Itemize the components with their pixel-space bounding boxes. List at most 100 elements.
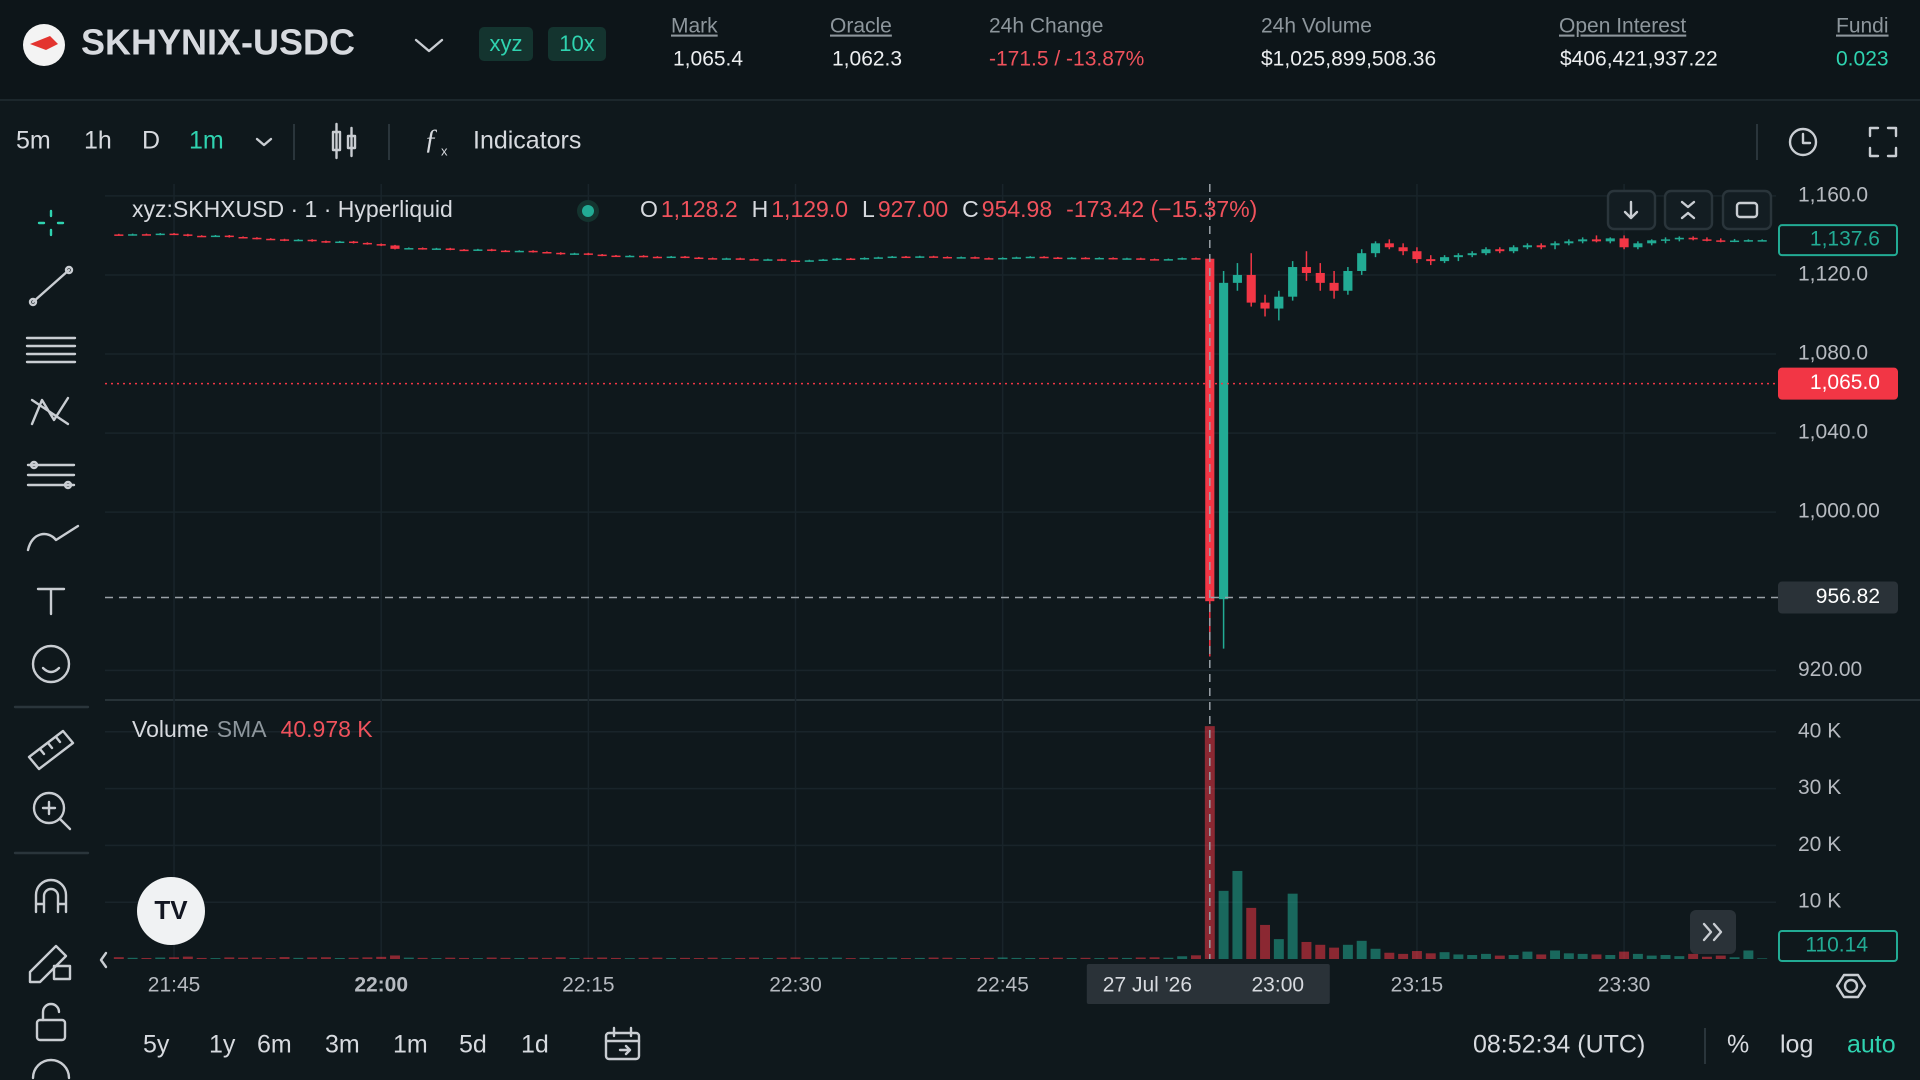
volume-bar <box>113 957 124 959</box>
candle-body <box>1467 253 1477 256</box>
alert-button[interactable] <box>1788 127 1818 157</box>
interval[interactable]: D <box>142 127 160 155</box>
candle-body <box>418 248 428 250</box>
lock-tool[interactable] <box>35 1002 67 1042</box>
y-tick-label: 1,120.0 <box>1798 262 1868 285</box>
volume-bar <box>970 957 980 959</box>
volume-bar <box>1467 955 1478 959</box>
ohlc-key: C <box>962 196 979 222</box>
candle-body <box>1288 267 1298 297</box>
settings[interactable] <box>1835 973 1867 999</box>
text-tool[interactable] <box>36 587 66 616</box>
stat-label: Oracle <box>830 15 892 38</box>
log-toggle[interactable]: log <box>1780 1031 1813 1059</box>
range-button[interactable]: 5d <box>459 1031 487 1059</box>
magnet-tool[interactable] <box>34 878 68 914</box>
fib-tool[interactable] <box>26 460 76 490</box>
candle-body <box>1743 240 1753 242</box>
header-bar <box>0 0 1920 100</box>
candle-body <box>804 260 814 262</box>
ruler-tool[interactable] <box>27 729 75 771</box>
volume-bar <box>1619 951 1630 959</box>
volume-bar <box>597 957 608 959</box>
interval[interactable]: 5m <box>16 127 51 155</box>
volume-bar <box>983 957 994 959</box>
date-range-button[interactable] <box>604 1026 641 1061</box>
percent-toggle[interactable]: % <box>1727 1031 1749 1059</box>
candle-body <box>1426 259 1436 262</box>
brush-tool[interactable] <box>26 524 80 552</box>
volume-bar <box>749 957 760 959</box>
candle-body <box>1647 240 1657 244</box>
button[interactable] <box>1721 189 1773 231</box>
fullscreen-button[interactable] <box>1868 126 1898 158</box>
crosshair-tool[interactable] <box>37 209 65 237</box>
volume-bar <box>1425 953 1436 959</box>
scroll-left[interactable] <box>99 951 108 969</box>
volume-bar <box>845 958 856 959</box>
range-button[interactable]: 1d <box>521 1031 549 1059</box>
volume-bar <box>1688 953 1699 959</box>
y-tick-label: 1,160.0 <box>1798 183 1868 206</box>
range-button[interactable]: 1y <box>209 1031 236 1059</box>
interval-menu[interactable] <box>255 137 273 147</box>
volume-bar <box>1135 957 1146 959</box>
lines-tool[interactable] <box>25 336 77 364</box>
volume-bar <box>1260 924 1271 959</box>
candle-body <box>625 255 635 258</box>
volume-bar <box>1660 955 1671 959</box>
volume-bar <box>1481 953 1491 959</box>
candle-body <box>1674 237 1684 240</box>
interval-active[interactable]: 1m <box>189 127 224 155</box>
volume-bar <box>1094 958 1105 959</box>
volume-bar <box>1646 955 1657 959</box>
range-button[interactable]: 1m <box>393 1031 428 1059</box>
volume-bar <box>127 957 138 959</box>
candle-body <box>1329 282 1339 291</box>
emoji-tool[interactable] <box>31 644 71 684</box>
stat-label: 24h Volume <box>1261 15 1372 38</box>
candle-body <box>1260 302 1270 309</box>
candle-body <box>459 249 469 252</box>
range-button[interactable]: 6m <box>257 1031 292 1059</box>
y-tick-label: 1,040.0 <box>1798 421 1868 444</box>
auto-toggle[interactable]: auto <box>1847 1031 1896 1059</box>
candle-body <box>1232 274 1242 283</box>
price-label-bg <box>1778 224 1898 257</box>
candle-body <box>1315 272 1325 283</box>
zoom-tool[interactable] <box>32 791 72 831</box>
candle-body <box>155 233 165 236</box>
volume-bar <box>362 957 373 959</box>
pattern-tool[interactable] <box>30 396 70 426</box>
lock-drawings-tool[interactable] <box>28 944 72 984</box>
candle-body <box>376 244 386 246</box>
candle-body <box>1453 255 1463 258</box>
volume-bar <box>403 957 414 959</box>
candle-body <box>238 236 248 239</box>
candle-body <box>500 250 511 253</box>
indicators[interactable]: Indicators <box>473 127 581 155</box>
chart-type[interactable] <box>331 122 357 160</box>
volume-bar <box>1329 947 1340 959</box>
button[interactable] <box>1663 189 1714 231</box>
volume-bar <box>1536 954 1547 959</box>
fx-icon: x <box>441 143 448 158</box>
interval[interactable]: 1h <box>84 127 112 155</box>
range-button[interactable]: 5y <box>143 1031 170 1059</box>
volume-bar <box>638 957 649 959</box>
volume-sma-value: 40.978 K <box>281 716 374 742</box>
market-selector[interactable]: SKHYNIX-USDC <box>23 22 444 66</box>
line-tool[interactable] <box>28 265 74 307</box>
range-button[interactable]: 3m <box>325 1031 360 1059</box>
candle-body <box>1412 251 1422 260</box>
candle-body <box>859 257 870 260</box>
candle-body <box>680 256 690 259</box>
candle-body <box>1716 240 1726 242</box>
scroll-button[interactable] <box>1690 910 1736 954</box>
candle-body <box>445 248 455 250</box>
volume-bar <box>265 958 276 959</box>
eye-tool[interactable] <box>31 1058 71 1080</box>
candle-body <box>1122 258 1132 260</box>
candle-body <box>1343 270 1353 291</box>
